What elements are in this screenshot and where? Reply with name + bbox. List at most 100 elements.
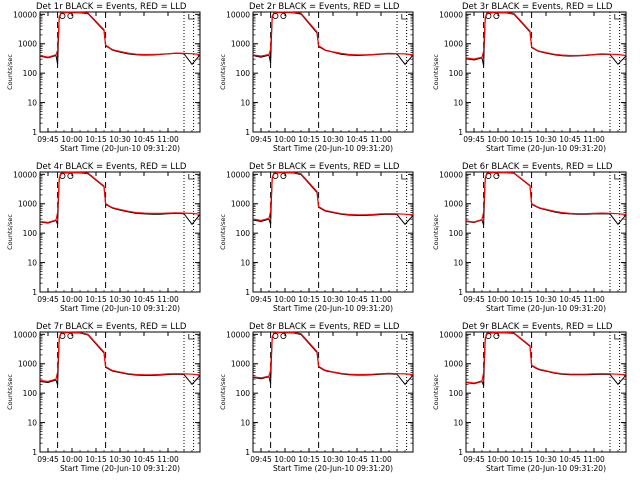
- y-tick-label: 10000: [439, 330, 463, 339]
- y-tick-label: 100: [449, 229, 464, 238]
- x-axis-label: Start Time (20-Jun-10 09:31:20): [273, 464, 393, 473]
- detector-panel-6: Det 6r BLACK = Events, RED = LLD 1 10 100 10…: [432, 162, 627, 313]
- plot-frame: [39, 331, 201, 453]
- x-tick-label: 10:45: [133, 135, 155, 144]
- x-tick-label: 11:00: [370, 135, 392, 144]
- series-lld-line: [252, 11, 414, 57]
- plot-frame: [39, 171, 201, 293]
- y-tick-label: 10: [453, 259, 463, 268]
- x-tick-label: 10:00: [61, 295, 83, 304]
- y-tick-label: 1: [32, 128, 37, 137]
- y-tick-label: 1: [32, 288, 37, 297]
- x-tick-label: 10:30: [322, 455, 344, 464]
- corner-bracket-marker: [188, 174, 195, 180]
- y-tick-label: 1: [458, 448, 463, 457]
- x-tick-label: 11:00: [157, 135, 179, 144]
- y-tick-label: 100: [23, 229, 38, 238]
- y-tick-label: 10000: [226, 10, 250, 19]
- corner-bracket-marker: [401, 334, 408, 340]
- x-tick-label: 09:45: [250, 455, 272, 464]
- series-events-line: [39, 172, 201, 226]
- corner-bracket-marker: [401, 14, 408, 20]
- series-events-line: [465, 11, 627, 66]
- x-tick-label: 10:45: [346, 295, 368, 304]
- saturation-marker: [67, 12, 74, 19]
- y-tick-label: 1: [245, 448, 250, 457]
- y-axis-label: Counts/sec: [6, 214, 14, 250]
- series-events-line: [39, 11, 201, 66]
- x-tick-label: 10:30: [535, 455, 557, 464]
- y-tick-label: 10: [27, 99, 37, 108]
- x-tick-label: 09:45: [463, 135, 485, 144]
- y-tick-label: 100: [449, 389, 464, 398]
- y-tick-label: 100: [236, 69, 251, 78]
- series-lld-line: [465, 331, 627, 384]
- saturation-marker: [280, 332, 287, 339]
- panel-title: Det 5r BLACK = Events, RED = LLD: [249, 162, 400, 172]
- corner-bracket-marker: [401, 174, 408, 180]
- x-tick-label: 10:30: [109, 455, 131, 464]
- detector-panel-3: Det 3r BLACK = Events, RED = LLD 1 10 100 10…: [432, 2, 627, 153]
- y-tick-label: 1000: [231, 360, 250, 369]
- x-tick-label: 10:45: [559, 135, 581, 144]
- y-axis-label: Counts/sec: [219, 54, 227, 90]
- detector-panel-8: Det 8r BLACK = Events, RED = LLD 1 10 100 10…: [219, 322, 414, 473]
- corner-bracket-marker: [614, 334, 621, 340]
- y-axis-label: Counts/sec: [6, 374, 14, 410]
- y-tick-label: 10000: [226, 330, 250, 339]
- series-lld-line: [39, 171, 201, 224]
- x-tick-label: 10:15: [298, 135, 320, 144]
- y-tick-label: 10: [27, 259, 37, 268]
- x-tick-label: 09:45: [37, 455, 59, 464]
- x-tick-label: 09:45: [37, 295, 59, 304]
- x-tick-label: 11:00: [370, 295, 392, 304]
- y-tick-label: 1: [245, 288, 250, 297]
- y-tick-label: 1000: [231, 40, 250, 49]
- series-events-line: [465, 171, 627, 226]
- series-lld-line: [252, 331, 414, 379]
- saturation-marker: [67, 172, 74, 179]
- x-tick-label: 10:00: [487, 455, 509, 464]
- series-lld-line: [465, 171, 627, 223]
- series-events-line: [465, 332, 627, 386]
- y-axis-label: Counts/sec: [432, 374, 440, 410]
- detector-panel-5: Det 5r BLACK = Events, RED = LLD 1 10 100 10…: [219, 162, 414, 313]
- x-tick-label: 10:30: [322, 135, 344, 144]
- saturation-marker: [493, 332, 500, 339]
- x-tick-label: 10:15: [511, 295, 533, 304]
- x-tick-label: 10:30: [109, 295, 131, 304]
- x-tick-label: 11:00: [157, 455, 179, 464]
- x-tick-label: 10:15: [298, 295, 320, 304]
- y-axis-label: Counts/sec: [219, 214, 227, 250]
- y-tick-label: 1000: [444, 200, 463, 209]
- detector-panel-7: Det 7r BLACK = Events, RED = LLD 1 10 100 10…: [6, 322, 201, 473]
- panel-title: Det 9r BLACK = Events, RED = LLD: [462, 322, 613, 332]
- x-tick-label: 09:45: [463, 295, 485, 304]
- plot-frame: [465, 11, 627, 133]
- y-tick-label: 100: [236, 229, 251, 238]
- y-tick-label: 10000: [226, 170, 250, 179]
- y-tick-label: 100: [23, 389, 38, 398]
- y-tick-label: 10000: [13, 330, 37, 339]
- y-axis-label: Counts/sec: [6, 54, 14, 90]
- series-lld-line: [465, 11, 627, 60]
- x-tick-label: 09:45: [463, 455, 485, 464]
- y-tick-label: 1: [458, 128, 463, 137]
- y-tick-label: 1: [32, 448, 37, 457]
- plot-frame: [39, 11, 201, 133]
- detector-panel-2: Det 2r BLACK = Events, RED = LLD 1 10 100 10…: [219, 2, 414, 153]
- y-tick-label: 1000: [231, 200, 250, 209]
- y-tick-label: 1000: [18, 200, 37, 209]
- y-tick-label: 10: [240, 419, 250, 428]
- plot-frame: [252, 11, 414, 133]
- y-tick-label: 1000: [18, 40, 37, 49]
- saturation-marker: [280, 172, 287, 179]
- x-tick-label: 10:00: [61, 135, 83, 144]
- plot-frame: [465, 331, 627, 453]
- plot-frame: [252, 171, 414, 293]
- x-tick-label: 10:15: [85, 455, 107, 464]
- panel-title: Det 6r BLACK = Events, RED = LLD: [462, 162, 613, 172]
- panel-title: Det 4r BLACK = Events, RED = LLD: [36, 162, 187, 172]
- series-lld-line: [39, 11, 201, 58]
